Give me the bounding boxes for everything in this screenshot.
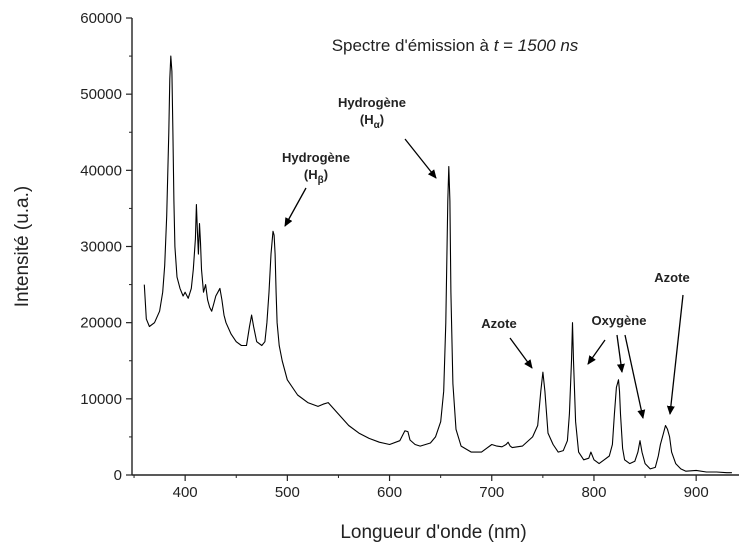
y-tick-label: 50000 [80,86,122,103]
annotation-arrow [404,138,437,179]
peak-annotation: Oxygène [587,313,647,419]
x-tick-label: 500 [275,484,300,501]
annotation-layer: Hydrogène(Hβ)Hydrogène(Hα)Azote OxygèneAz… [282,95,690,419]
annotation-part: (H [360,112,374,127]
x-tick-label: 400 [173,484,198,501]
annotation-arrow [587,339,606,365]
x-tick-label: 600 [377,484,402,501]
title-value: 1500 ns [518,36,579,55]
y-tick-label: 20000 [80,315,122,332]
y-tick-label: 40000 [80,162,122,179]
x-tick-label: 700 [479,484,504,501]
annotation-part: ) [380,112,384,127]
annotation-part: α [374,120,381,131]
spectrum-line [143,55,732,474]
x-tick-label: 800 [581,484,606,501]
annotation-arrow [624,334,646,419]
y-tick-label: 10000 [80,391,122,408]
annotation-label: Hydrogène [282,150,350,165]
axes-layer [126,17,739,481]
annotation-arrow [284,187,307,227]
annotation-label: Hydrogène [338,95,406,110]
annotation-part: (H [304,167,318,182]
y-tick-label: 30000 [80,239,122,256]
annotation-label: (Hα) [360,112,384,131]
peak-annotation: Hydrogène (Hα) [338,95,437,179]
annotation-part: β [318,175,324,186]
title-text: Spectre d'émission à [332,36,494,55]
peak-annotation: Hydrogène (Hβ) [282,150,350,227]
text-layer: 0 10000 20000 30000 40000 50000 60000 400 500 600… [12,10,709,543]
annotation-label: Oxygène [592,313,647,328]
x-axis-title: Longueur d'onde (nm) [340,522,526,543]
title-equals: = [498,36,517,55]
y-axis-title: Intensité (u.a.) [12,186,33,307]
annotation-arrow [509,337,533,369]
annotation-part: ) [324,167,328,182]
annotation-label: Azote [481,316,516,331]
y-tick-label: 0 [114,467,122,484]
title-variable: t [494,36,500,55]
peak-annotation: Azote [654,270,690,415]
annotation-arrow [616,334,625,373]
x-tick-label: 900 [684,484,709,501]
annotation-label: (Hβ) [304,167,328,186]
peak-annotation: Azote [481,316,533,369]
series-layer [143,55,732,474]
annotation-label: Azote [654,270,689,285]
chart-title: Spectre d'émission à t = 1500 ns [332,36,579,55]
annotation-arrow [666,294,684,415]
y-tick-label: 60000 [80,10,122,27]
